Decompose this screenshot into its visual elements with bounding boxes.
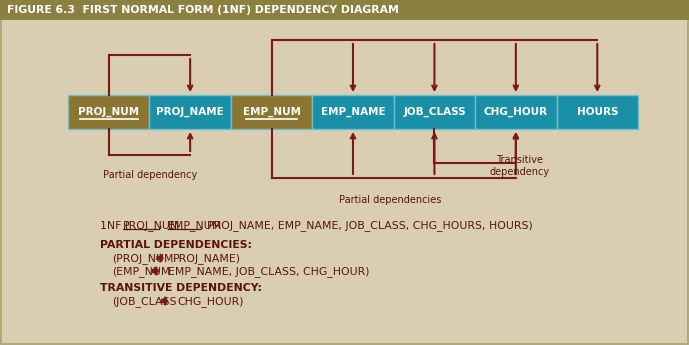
- Text: CHG_HOUR: CHG_HOUR: [484, 107, 548, 117]
- Text: , PROJ_NAME, EMP_NAME, JOB_CLASS, CHG_HOURS, HOURS): , PROJ_NAME, EMP_NAME, JOB_CLASS, CHG_HO…: [200, 220, 533, 231]
- Polygon shape: [152, 267, 158, 275]
- Text: EMP_NUM: EMP_NUM: [168, 220, 223, 231]
- Bar: [150, 95, 231, 129]
- Text: FIGURE 6.3  FIRST NORMAL FORM (1NF) DEPENDENCY DIAGRAM: FIGURE 6.3 FIRST NORMAL FORM (1NF) DEPEN…: [7, 5, 399, 15]
- Bar: [557, 95, 638, 129]
- Text: PROJ_NAME: PROJ_NAME: [156, 107, 224, 117]
- Polygon shape: [157, 254, 163, 262]
- Text: Transitive
dependency: Transitive dependency: [490, 155, 550, 177]
- Text: EMP_NUM: EMP_NUM: [243, 107, 300, 117]
- Bar: [393, 95, 475, 129]
- Bar: [68, 95, 150, 129]
- Text: (EMP_NUM: (EMP_NUM: [112, 266, 170, 277]
- Text: Partial dependency: Partial dependency: [103, 170, 197, 180]
- Bar: [231, 95, 312, 129]
- Text: EMP_NAME: EMP_NAME: [320, 107, 385, 117]
- Text: ,: ,: [159, 220, 166, 230]
- Bar: [312, 95, 393, 129]
- Text: JOB_CLASS: JOB_CLASS: [403, 107, 466, 117]
- Text: TRANSITIVE DEPENDENCY:: TRANSITIVE DEPENDENCY:: [100, 283, 262, 293]
- Text: PROJ_NUM: PROJ_NUM: [78, 107, 139, 117]
- Text: PROJ_NUM: PROJ_NUM: [123, 220, 180, 231]
- Text: EMP_NAME, JOB_CLASS, CHG_HOUR): EMP_NAME, JOB_CLASS, CHG_HOUR): [168, 266, 370, 277]
- Text: Partial dependencies: Partial dependencies: [339, 195, 441, 205]
- Text: CHG_HOUR): CHG_HOUR): [178, 296, 244, 307]
- Bar: [475, 95, 557, 129]
- Bar: [0, 0, 689, 20]
- Text: HOURS: HOURS: [577, 107, 618, 117]
- Text: PROJ_NAME): PROJ_NAME): [173, 253, 241, 264]
- Text: 1NF (: 1NF (: [100, 220, 129, 230]
- Polygon shape: [161, 297, 167, 305]
- Text: PARTIAL DEPENDENCIES:: PARTIAL DEPENDENCIES:: [100, 240, 252, 250]
- Text: (PROJ_NUM: (PROJ_NUM: [112, 253, 174, 264]
- Text: (JOB_CLASS: (JOB_CLASS: [112, 296, 176, 307]
